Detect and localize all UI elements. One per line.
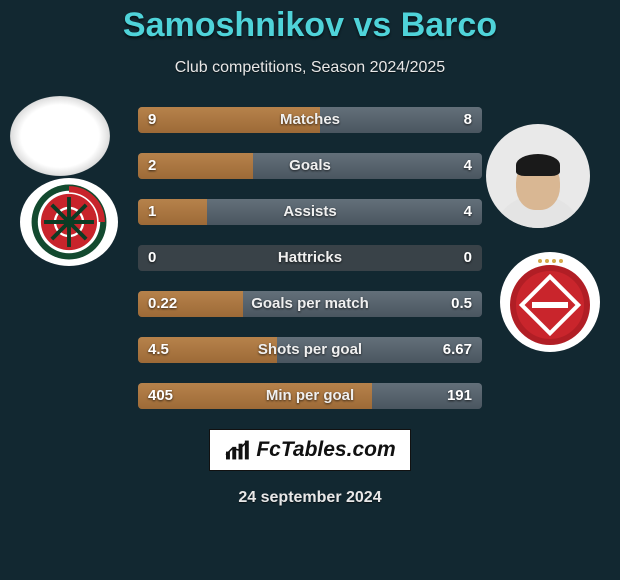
stat-label: Goals <box>138 153 482 179</box>
brand-badge: FcTables.com <box>209 429 411 471</box>
stat-row: 00Hattricks <box>138 245 482 271</box>
player1-name: Samoshnikov <box>123 6 344 44</box>
stat-label: Shots per goal <box>138 337 482 363</box>
stat-row: 0.220.5Goals per match <box>138 291 482 317</box>
stat-label: Min per goal <box>138 383 482 409</box>
stat-label: Hattricks <box>138 245 482 271</box>
player2-name: Barco <box>401 6 497 44</box>
brand-label: FcTables.com <box>256 438 395 462</box>
stat-row: 98Matches <box>138 107 482 133</box>
date-footer: 24 september 2024 <box>0 489 620 507</box>
stat-row: 24Goals <box>138 153 482 179</box>
stat-row: 4.56.67Shots per goal <box>138 337 482 363</box>
comparison-title: Samoshnikov vs Barco <box>0 0 620 45</box>
subtitle: Club competitions, Season 2024/2025 <box>0 59 620 77</box>
stat-row: 14Assists <box>138 199 482 225</box>
stat-bars: 98Matches 24Goals 14Assists 00Hattricks 0.22… <box>138 107 482 409</box>
vs-text: vs <box>353 6 391 44</box>
stat-label: Matches <box>138 107 482 133</box>
brand-chart-icon <box>224 439 250 461</box>
stats-stage: 98Matches 24Goals 14Assists 00Hattricks 0.22… <box>0 107 620 507</box>
stat-row: 405191Min per goal <box>138 383 482 409</box>
stat-label: Goals per match <box>138 291 482 317</box>
stat-label: Assists <box>138 199 482 225</box>
